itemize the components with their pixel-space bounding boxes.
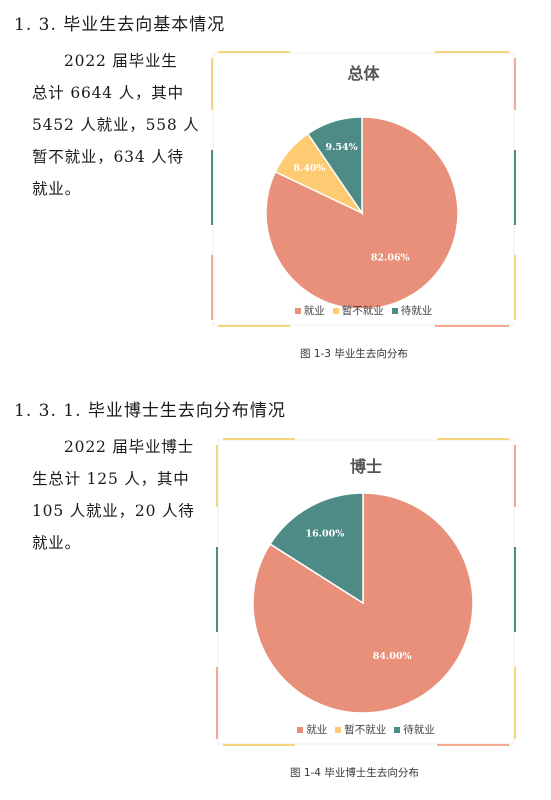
legend-swatch — [335, 726, 342, 733]
legend-item-employed: 就业 — [297, 722, 327, 737]
paragraph-line: 2022 届毕业生 — [64, 52, 178, 70]
slice-data-label: 82.06% — [371, 253, 410, 264]
slice-data-label: 8.40% — [293, 163, 325, 174]
paragraph-line: 就业。 — [32, 534, 81, 552]
paragraph-line: 5452 人就业，558 人 — [32, 116, 200, 134]
pie-slices: 82.06% 8.40%9.54% — [265, 116, 459, 310]
figure-caption: 图 1-4 毕业博士生去向分布 — [290, 767, 419, 779]
legend-swatch — [394, 726, 401, 733]
pie-chart-doctoral: 84.00% 16.00% 博士 就业 暂不就业 待就业 — [215, 437, 517, 747]
legend-swatch — [294, 307, 301, 314]
legend-swatch — [297, 726, 304, 733]
legend-item-waiting: 待就业 — [391, 303, 433, 318]
legend-swatch — [391, 307, 398, 314]
paragraph-line: 105 人就业，20 人待 — [32, 502, 195, 520]
slice-data-label: 84.00% — [373, 651, 412, 662]
section-heading-1: 1. 3. 毕业生去向基本情况 — [14, 15, 226, 35]
pie-chart-overall: 82.06% 8.40% 9.54% 总体 就业 暂不就业 待就业 — [210, 50, 517, 328]
paragraph-line: 2022 届毕业博士 — [64, 438, 194, 456]
chart-title: 博士 — [349, 457, 382, 476]
chart-title: 总体 — [347, 64, 380, 83]
legend-label: 待就业 — [400, 305, 433, 317]
section-paragraph-2: 2022 届毕业博士 生总计 125 人，其中 105 人就业，20 人待 就业… — [32, 431, 202, 559]
pie-slices: 84.00% 16.00% — [252, 492, 474, 714]
legend-item-not-employed: 暂不就业 — [332, 303, 384, 318]
legend-label: 就业 — [303, 305, 325, 317]
paragraph-line: 暂不就业，634 人待 — [32, 148, 184, 166]
legend-label: 暂不就业 — [344, 724, 387, 736]
figure-caption: 图 1-3 毕业生去向分布 — [300, 348, 408, 360]
paragraph-line: 总计 6644 人，其中 — [32, 84, 184, 102]
legend-item-employed: 就业 — [294, 303, 325, 318]
chart-frame: 82.06% 8.40%9.54% — [211, 51, 516, 327]
slice-data-label: 9.54% — [326, 142, 358, 153]
slice-data-label: 16.00% — [305, 529, 344, 540]
pie-slice-waiting — [306, 116, 363, 216]
legend-item-not-employed: 暂不就业 — [335, 722, 386, 737]
pie-slice-waiting — [269, 492, 364, 605]
legend-item-waiting: 待就业 — [394, 722, 435, 737]
legend-swatch — [332, 307, 339, 314]
chart-legend: 就业 暂不就业 待就业 — [215, 722, 517, 737]
legend-label: 就业 — [306, 724, 328, 736]
legend-label: 暂不就业 — [341, 305, 384, 317]
paragraph-line: 就业。 — [32, 180, 81, 198]
chart-frame: 84.00% 16.00% — [216, 438, 516, 746]
section-paragraph-1: 2022 届毕业生 总计 6644 人，其中 5452 人就业，558 人 暂不… — [32, 45, 202, 205]
legend-label: 待就业 — [403, 724, 435, 736]
section-heading-2: 1. 3. 1. 毕业博士生去向分布情况 — [14, 401, 286, 421]
paragraph-line: 生总计 125 人，其中 — [32, 470, 190, 488]
chart-legend: 就业 暂不就业 待就业 — [210, 303, 517, 318]
